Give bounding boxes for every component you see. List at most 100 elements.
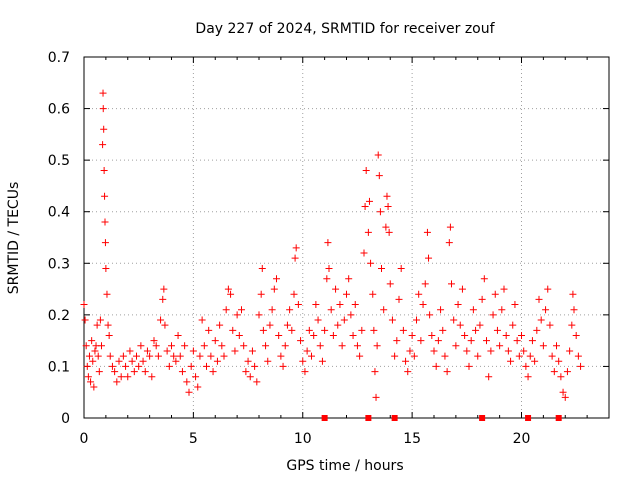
y-tick-label: 0.5 xyxy=(48,153,70,169)
bottom-marker xyxy=(525,415,532,421)
data-point xyxy=(189,347,197,355)
data-point xyxy=(99,141,107,149)
data-point xyxy=(80,301,88,309)
data-point xyxy=(185,388,193,396)
data-point xyxy=(480,275,488,283)
data-point xyxy=(240,342,248,350)
data-point xyxy=(351,301,359,309)
y-tick-labels: 0 0.1 0.2 0.3 0.4 0.5 0.6 0.7 xyxy=(48,50,70,427)
data-point xyxy=(172,357,180,365)
data-point xyxy=(297,337,305,345)
y-tick-label: 0.6 xyxy=(48,102,70,118)
data-point xyxy=(566,347,574,355)
data-point xyxy=(324,239,332,247)
data-point xyxy=(349,331,357,339)
data-point xyxy=(425,254,433,262)
data-point xyxy=(139,357,147,365)
data-point xyxy=(152,342,160,350)
data-point xyxy=(443,368,451,376)
data-point xyxy=(89,357,97,365)
data-point xyxy=(574,352,582,360)
data-point xyxy=(404,368,412,376)
data-point xyxy=(570,306,578,314)
data-point xyxy=(253,378,261,386)
data-point xyxy=(395,295,403,303)
data-point xyxy=(233,311,241,319)
data-point xyxy=(251,362,259,370)
bottom-marker xyxy=(321,415,328,421)
data-point xyxy=(163,347,171,355)
data-point xyxy=(332,285,340,293)
data-point xyxy=(194,383,202,391)
data-point xyxy=(454,301,462,309)
data-point xyxy=(502,331,510,339)
data-point xyxy=(316,342,324,350)
data-point xyxy=(262,342,270,350)
data-point xyxy=(90,383,98,391)
data-point xyxy=(258,264,266,272)
data-point xyxy=(371,368,379,376)
x-tick-label: 15 xyxy=(403,431,421,447)
data-point xyxy=(504,347,512,355)
data-point xyxy=(448,280,455,288)
data-point xyxy=(375,172,383,180)
data-point xyxy=(308,352,315,360)
y-tick-label: 0.2 xyxy=(48,308,70,324)
data-point xyxy=(441,352,449,360)
data-point xyxy=(266,321,274,329)
data-point xyxy=(531,357,539,365)
data-point xyxy=(544,285,552,293)
data-point xyxy=(487,347,495,355)
data-point xyxy=(168,342,175,350)
data-point xyxy=(279,362,287,370)
x-tick-label: 10 xyxy=(294,431,312,447)
data-point xyxy=(264,357,272,365)
data-point xyxy=(244,357,252,365)
data-point xyxy=(137,342,145,350)
data-point xyxy=(362,166,370,174)
data-point xyxy=(126,347,134,355)
data-point xyxy=(417,337,425,345)
data-point xyxy=(124,373,132,381)
data-point xyxy=(207,352,215,360)
data-point xyxy=(277,352,285,360)
data-point xyxy=(557,373,565,381)
data-point xyxy=(388,316,396,324)
data-point xyxy=(299,357,307,365)
data-point xyxy=(111,368,119,376)
data-point xyxy=(461,331,469,339)
data-point xyxy=(103,290,111,298)
y-tick-label: 0.1 xyxy=(48,359,70,375)
data-point xyxy=(548,352,556,360)
data-point xyxy=(150,337,158,345)
data-point xyxy=(227,290,235,298)
data-point xyxy=(119,352,127,360)
data-point xyxy=(238,306,245,314)
data-point xyxy=(314,316,322,324)
data-points xyxy=(80,89,585,401)
bottom-marker xyxy=(479,415,486,421)
data-point xyxy=(542,306,550,314)
data-point xyxy=(94,352,102,360)
data-point xyxy=(561,393,569,401)
data-point xyxy=(203,362,210,370)
data-point xyxy=(235,331,243,339)
data-point xyxy=(467,337,475,345)
data-point xyxy=(192,373,200,381)
data-point xyxy=(257,290,265,298)
data-point xyxy=(211,337,219,345)
data-point xyxy=(196,352,204,360)
data-point xyxy=(500,285,508,293)
data-point xyxy=(220,352,228,360)
data-point xyxy=(104,321,112,329)
data-point xyxy=(432,362,440,370)
x-tick-label: 5 xyxy=(189,431,198,447)
data-point xyxy=(318,357,326,365)
data-point xyxy=(493,326,501,334)
data-point xyxy=(242,368,250,376)
data-point xyxy=(143,347,151,355)
data-point xyxy=(275,331,283,339)
data-point xyxy=(102,264,110,272)
data-point xyxy=(391,352,399,360)
data-point xyxy=(327,306,335,314)
